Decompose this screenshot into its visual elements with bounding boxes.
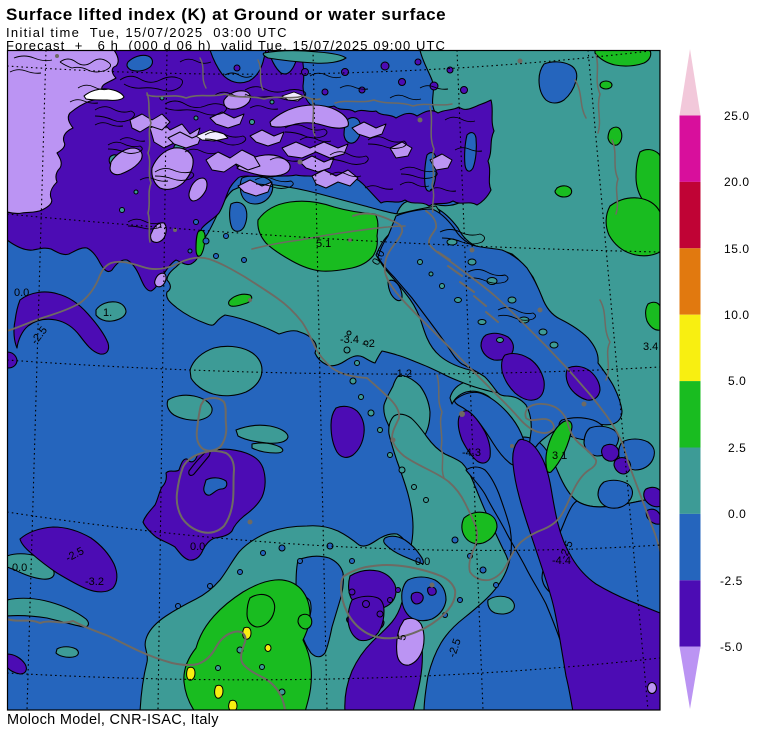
svg-text:3 1: 3 1 xyxy=(552,450,567,462)
svg-text:-.2: -.2 xyxy=(362,338,375,350)
svg-text:0.0: 0.0 xyxy=(14,287,29,299)
svg-text:5: 5 xyxy=(396,633,409,641)
svg-text:5.1: 5.1 xyxy=(316,238,331,250)
svg-text:0.0: 0.0 xyxy=(12,562,27,574)
svg-text:-1.2: -1.2 xyxy=(393,368,412,380)
svg-text:-4.4: -4.4 xyxy=(552,555,571,567)
svg-text:3.4: 3.4 xyxy=(643,341,658,353)
svg-text:-3.2: -3.2 xyxy=(85,576,104,588)
svg-text:1.: 1. xyxy=(103,307,112,319)
svg-text:0.0: 0.0 xyxy=(190,541,205,553)
svg-text:0.0: 0.0 xyxy=(415,556,430,568)
svg-text:-3.4: -3.4 xyxy=(340,334,359,346)
svg-text:-4.3: -4.3 xyxy=(462,447,481,459)
svg-text:-2.5: -2.5 xyxy=(446,637,463,659)
